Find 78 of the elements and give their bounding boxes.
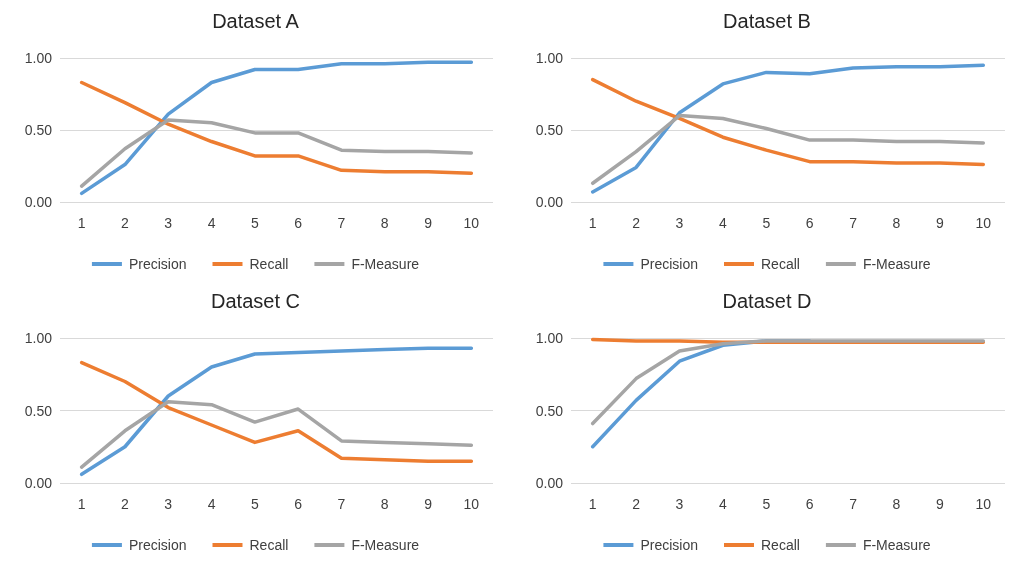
x-tick-label: 1 — [77, 496, 86, 512]
line-series — [79, 80, 474, 175]
line-series — [590, 113, 986, 186]
x-tick-label: 5 — [762, 496, 771, 512]
chart-title: Dataset D — [722, 290, 812, 312]
y-tick-label: 1.00 — [535, 50, 564, 66]
y-tick-label: 0.00 — [24, 475, 53, 491]
legend-label: F-Measure — [862, 256, 931, 272]
x-tick-label: 5 — [250, 215, 259, 231]
x-tick-label: 10 — [463, 496, 480, 512]
x-tick-label: 1 — [588, 215, 597, 231]
x-tick-label: 9 — [424, 215, 433, 231]
x-tick-label: 4 — [207, 496, 216, 512]
x-tick-label: 10 — [463, 215, 480, 231]
x-tick-label: 5 — [762, 215, 771, 231]
x-tick-label: 2 — [121, 215, 130, 231]
x-tick-label: 8 — [380, 496, 389, 512]
y-tick-label: 0.00 — [535, 475, 564, 491]
line-series — [79, 400, 474, 469]
legend-label: F-Measure — [351, 256, 420, 272]
legend-label: Recall — [249, 537, 289, 553]
x-tick-label: 4 — [719, 215, 727, 231]
y-tick-label: 0.00 — [535, 194, 564, 210]
x-tick-label: 3 — [164, 496, 173, 512]
x-tick-label: 7 — [337, 496, 346, 512]
y-tick-label: 0.00 — [24, 194, 53, 210]
y-tick-label: 1.00 — [24, 330, 53, 346]
x-tick-label: 7 — [849, 215, 858, 231]
x-tick-label: 3 — [675, 496, 684, 512]
x-tick-label: 6 — [294, 496, 303, 512]
x-tick-label: 8 — [380, 215, 389, 231]
x-tick-label: 9 — [424, 496, 433, 512]
line-series — [79, 118, 474, 188]
x-tick-label: 7 — [337, 215, 346, 231]
chart-title: Dataset B — [723, 10, 811, 32]
x-tick-label: 9 — [936, 496, 944, 512]
legend-label: Precision — [128, 256, 187, 272]
legend-label: Precision — [640, 537, 699, 553]
x-tick-label: 6 — [294, 215, 303, 231]
y-tick-label: 0.50 — [535, 122, 564, 138]
x-tick-label: 10 — [975, 496, 992, 512]
x-tick-label: 9 — [936, 215, 944, 231]
x-tick-label: 1 — [588, 496, 597, 512]
x-tick-label: 6 — [805, 496, 814, 512]
legend-label: Precision — [128, 537, 187, 553]
y-tick-label: 1.00 — [535, 330, 564, 346]
line-series — [79, 346, 474, 477]
x-tick-label: 10 — [975, 215, 992, 231]
line-series — [79, 60, 474, 196]
y-tick-label: 0.50 — [535, 402, 564, 419]
x-tick-label: 8 — [892, 215, 901, 231]
x-tick-label: 4 — [719, 496, 727, 512]
legend-label: Precision — [640, 256, 699, 272]
x-tick-label: 4 — [207, 215, 216, 231]
y-tick-label: 0.50 — [24, 122, 53, 138]
y-tick-label: 0.50 — [24, 402, 53, 419]
x-tick-label: 8 — [892, 496, 901, 512]
x-tick-label: 6 — [805, 215, 814, 231]
line-series — [590, 77, 986, 167]
legend-label: F-Measure — [351, 537, 420, 553]
x-tick-label: 5 — [250, 496, 259, 512]
legend-label: Recall — [249, 256, 289, 272]
x-tick-label: 2 — [121, 496, 130, 512]
line-series — [590, 339, 986, 426]
x-tick-label: 2 — [632, 496, 641, 512]
line-series — [79, 360, 474, 463]
line-series — [590, 63, 986, 194]
legend-label: F-Measure — [862, 537, 931, 553]
x-tick-label: 1 — [77, 215, 86, 231]
x-tick-label: 7 — [849, 496, 858, 512]
chart-title: Dataset A — [212, 10, 300, 32]
y-tick-label: 1.00 — [24, 50, 53, 66]
chart-title: Dataset C — [211, 290, 300, 312]
legend-label: Recall — [761, 537, 800, 553]
x-tick-label: 2 — [632, 215, 641, 231]
legend-label: Recall — [761, 256, 800, 272]
x-tick-label: 3 — [675, 215, 684, 231]
x-tick-label: 3 — [164, 215, 173, 231]
